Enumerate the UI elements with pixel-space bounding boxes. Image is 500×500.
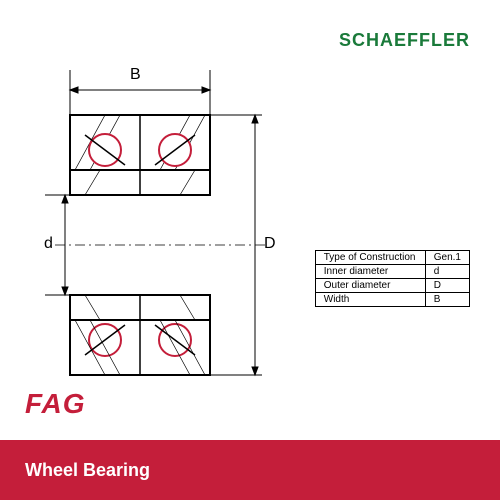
spec-label: Inner diameter — [315, 265, 425, 279]
spec-label: Type of Construction — [315, 251, 425, 265]
spec-value: Gen.1 — [425, 251, 469, 265]
dimension-label-D: D — [264, 235, 276, 253]
brand-fag: FAG — [25, 388, 86, 420]
dimension-label-b: B — [130, 66, 141, 84]
brand-schaeffler: SCHAEFFLER — [339, 30, 470, 51]
spec-value: D — [425, 279, 469, 293]
product-title: Wheel Bearing — [25, 460, 150, 481]
table-row: WidthB — [315, 293, 469, 307]
table-row: Inner diameterd — [315, 265, 469, 279]
dimension-label-d: d — [44, 235, 53, 253]
bearing-cross-section-diagram: B d D — [30, 60, 290, 380]
specification-table: Type of ConstructionGen.1 Inner diameter… — [315, 250, 470, 307]
spec-label: Width — [315, 293, 425, 307]
spec-value: d — [425, 265, 469, 279]
spec-label: Outer diameter — [315, 279, 425, 293]
spec-value: B — [425, 293, 469, 307]
table-row: Outer diameterD — [315, 279, 469, 293]
footer-bar: Wheel Bearing — [0, 440, 500, 500]
table-row: Type of ConstructionGen.1 — [315, 251, 469, 265]
